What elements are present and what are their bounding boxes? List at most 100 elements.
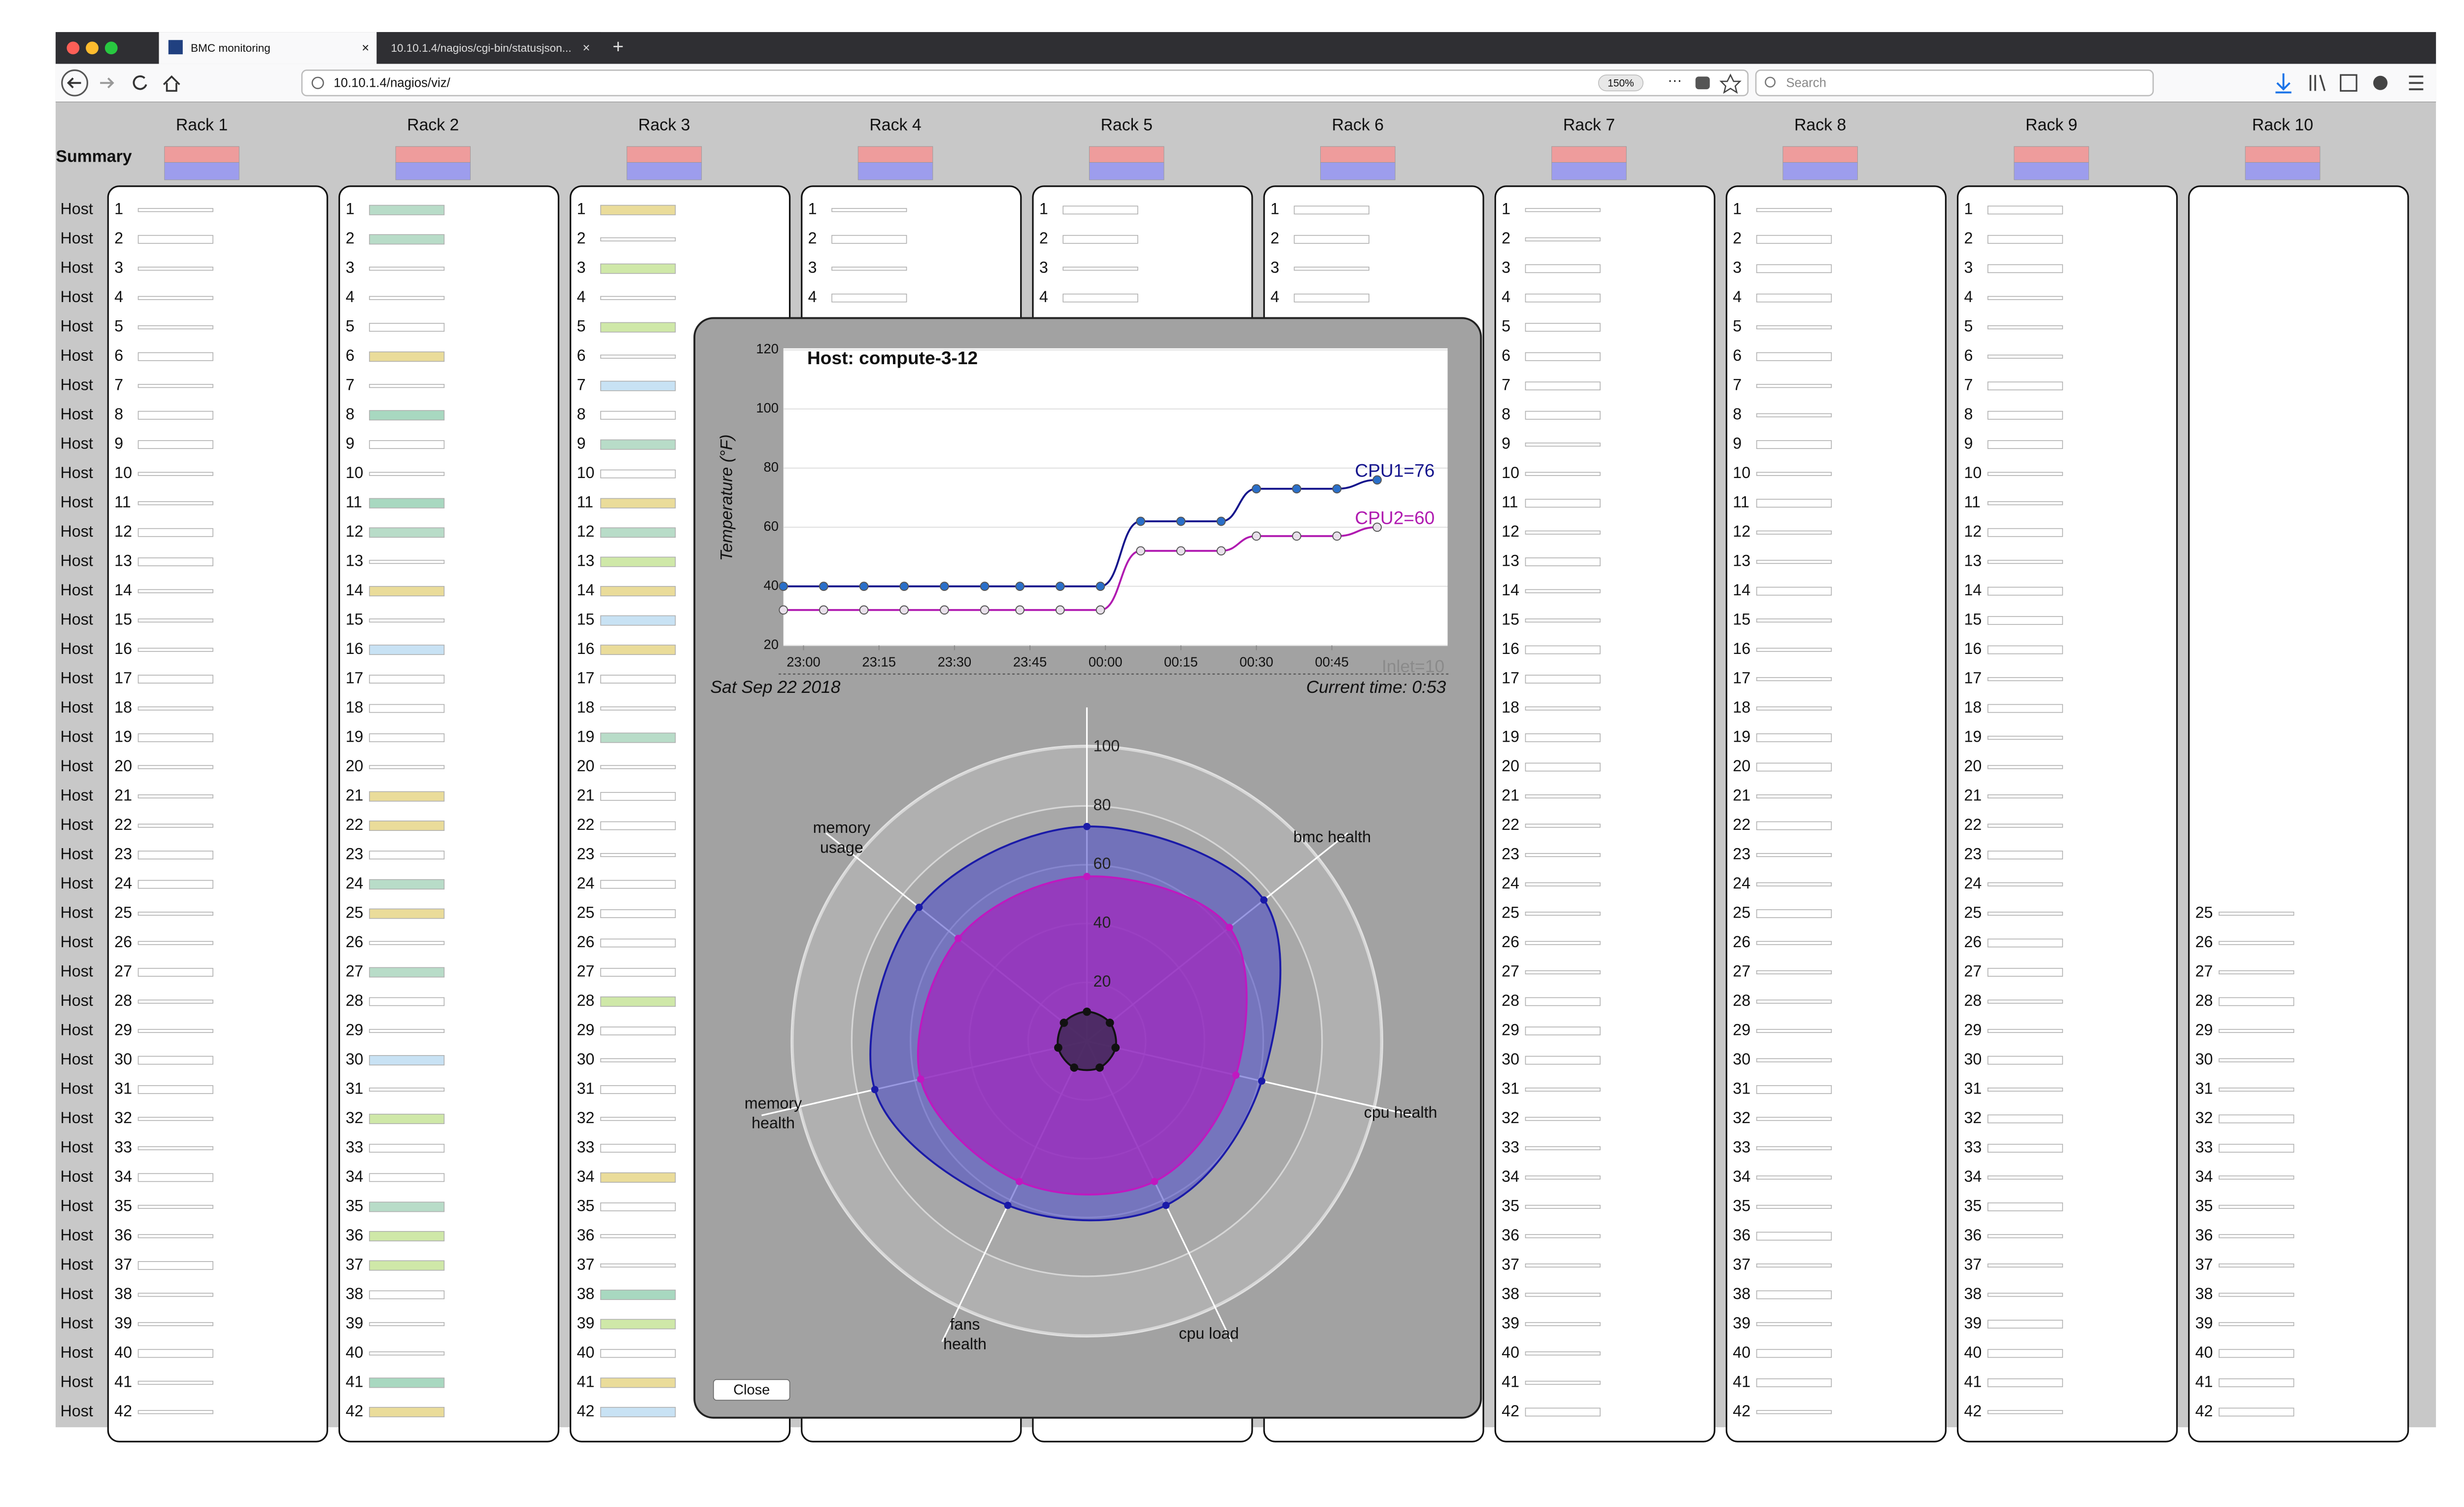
host-sparkline[interactable] <box>369 323 445 332</box>
host-sparkline[interactable] <box>137 472 213 476</box>
host-sparkline[interactable] <box>1987 999 2063 1004</box>
host-sparkline[interactable] <box>1987 472 2063 476</box>
host-sparkline[interactable] <box>600 1202 676 1211</box>
series-point[interactable] <box>1095 582 1105 591</box>
host-sparkline[interactable] <box>600 527 676 538</box>
host-sparkline[interactable] <box>369 1290 445 1300</box>
host-sparkline[interactable] <box>1525 970 1601 975</box>
host-sparkline[interactable] <box>600 968 676 977</box>
host-sparkline[interactable] <box>2219 1349 2294 1358</box>
series-point[interactable] <box>1136 516 1145 526</box>
host-sparkline[interactable] <box>369 997 445 1006</box>
host-sparkline[interactable] <box>1987 1028 2063 1033</box>
host-sparkline[interactable] <box>1525 1027 1601 1035</box>
host-sparkline[interactable] <box>1756 264 1832 274</box>
host-sparkline[interactable] <box>1987 586 2063 596</box>
host-sparkline[interactable] <box>600 1234 676 1238</box>
host-sparkline[interactable] <box>369 941 445 945</box>
host-sparkline[interactable] <box>1756 586 1832 596</box>
host-sparkline[interactable] <box>137 1146 213 1150</box>
host-sparkline[interactable] <box>369 527 445 538</box>
host-sparkline[interactable] <box>1294 267 1369 271</box>
close-button[interactable] <box>713 1379 790 1401</box>
host-sparkline[interactable] <box>2219 1175 2294 1180</box>
host-sparkline[interactable] <box>1987 1293 2063 1297</box>
host-sparkline[interactable] <box>137 706 213 711</box>
host-sparkline[interactable] <box>137 1349 213 1358</box>
host-sparkline[interactable] <box>600 586 676 597</box>
series-point[interactable] <box>1176 546 1186 556</box>
reload-button[interactable] <box>133 75 147 90</box>
host-sparkline[interactable] <box>600 411 676 420</box>
host-sparkline[interactable] <box>137 208 213 212</box>
host-sparkline[interactable] <box>2219 1204 2294 1209</box>
tab-close[interactable]: × <box>582 41 590 55</box>
series-point[interactable] <box>1292 484 1301 494</box>
series-point[interactable] <box>1176 516 1186 526</box>
host-sparkline[interactable] <box>1525 1322 1601 1326</box>
series-point[interactable] <box>859 605 869 615</box>
host-sparkline[interactable] <box>600 1117 676 1121</box>
zoom-dot[interactable] <box>104 41 118 55</box>
host-sparkline[interactable] <box>369 1144 445 1153</box>
downloads-icon[interactable] <box>2275 73 2292 94</box>
host-sparkline[interactable] <box>2219 941 2294 945</box>
host-sparkline[interactable] <box>600 354 676 359</box>
host-sparkline[interactable] <box>369 440 445 449</box>
host-sparkline[interactable] <box>600 205 676 215</box>
series-point[interactable] <box>1055 582 1065 591</box>
host-sparkline[interactable] <box>1525 762 1601 772</box>
host-sparkline[interactable] <box>1525 237 1601 241</box>
host-sparkline[interactable] <box>600 996 676 1007</box>
host-sparkline[interactable] <box>1987 968 2063 977</box>
host-sparkline[interactable] <box>1756 762 1832 772</box>
host-sparkline[interactable] <box>1294 235 1369 244</box>
host-sparkline[interactable] <box>137 557 213 566</box>
host-sparkline[interactable] <box>137 880 213 889</box>
host-sparkline[interactable] <box>369 205 445 215</box>
host-sparkline[interactable] <box>137 675 213 684</box>
host-sparkline[interactable] <box>1987 354 2063 359</box>
host-sparkline[interactable] <box>137 1085 213 1094</box>
host-sparkline[interactable] <box>1756 1117 1832 1121</box>
series-point[interactable] <box>1292 531 1301 541</box>
host-sparkline[interactable] <box>1756 677 1832 682</box>
host-sparkline[interactable] <box>1525 1380 1601 1385</box>
host-sparkline[interactable] <box>600 1085 676 1094</box>
host-sparkline[interactable] <box>600 322 676 333</box>
host-sparkline[interactable] <box>600 1172 676 1183</box>
host-sparkline[interactable] <box>2219 1058 2294 1062</box>
host-sparkline[interactable] <box>2219 1407 2294 1417</box>
series-point[interactable] <box>859 582 869 591</box>
host-sparkline[interactable] <box>1987 206 2063 215</box>
host-sparkline[interactable] <box>137 794 213 799</box>
host-sparkline[interactable] <box>137 941 213 945</box>
host-sparkline[interactable] <box>137 325 213 330</box>
info-icon[interactable] <box>311 76 324 89</box>
host-sparkline[interactable] <box>369 1055 445 1065</box>
host-sparkline[interactable] <box>1756 648 1832 652</box>
host-sparkline[interactable] <box>1756 794 1832 799</box>
host-sparkline[interactable] <box>1756 1204 1832 1209</box>
host-sparkline[interactable] <box>1525 411 1601 420</box>
host-sparkline[interactable] <box>1756 1146 1832 1150</box>
host-sparkline[interactable] <box>369 1113 445 1124</box>
host-sparkline[interactable] <box>1294 293 1369 303</box>
host-sparkline[interactable] <box>1062 267 1138 271</box>
host-sparkline[interactable] <box>2219 1234 2294 1238</box>
tab-close[interactable]: × <box>362 41 369 55</box>
host-sparkline[interactable] <box>369 821 445 831</box>
host-sparkline[interactable] <box>600 380 676 391</box>
host-sparkline[interactable] <box>600 439 676 450</box>
host-sparkline[interactable] <box>600 1319 676 1330</box>
radar-point[interactable] <box>1111 1043 1120 1052</box>
host-sparkline[interactable] <box>137 589 213 593</box>
host-sparkline[interactable] <box>600 880 676 889</box>
host-sparkline[interactable] <box>831 293 907 303</box>
host-sparkline[interactable] <box>1525 1293 1601 1297</box>
host-sparkline[interactable] <box>1525 882 1601 887</box>
host-sparkline[interactable] <box>600 1289 676 1300</box>
host-sparkline[interactable] <box>1756 1322 1832 1326</box>
host-sparkline[interactable] <box>600 615 676 626</box>
host-sparkline[interactable] <box>137 1028 213 1033</box>
